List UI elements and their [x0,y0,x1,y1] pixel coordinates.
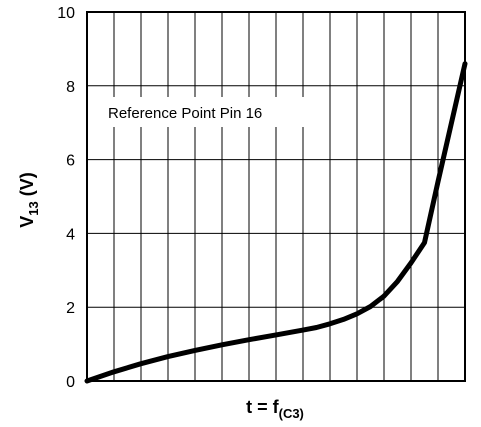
y-tick-label: 8 [66,79,75,96]
grid [87,12,465,381]
y-tick-label: 4 [66,226,75,243]
y-axis-label-rest: (V) [17,172,37,201]
plot-frame [86,11,466,382]
y-tick-label: 6 [66,153,75,170]
annotation-box: Reference Point Pin 16 [103,97,316,127]
x-axis-label-sub: (C3) [279,406,304,421]
y-axis-label: V13 (V) [17,172,41,227]
series-line [84,61,468,384]
x-axis-label-main: t = f [246,397,280,417]
x-axis-label: t = f(C3) [246,397,304,421]
y-tick-label: 2 [66,300,75,317]
y-tick-label: 10 [57,5,75,22]
y-axis-label-main: V [17,216,37,228]
y-axis-label-sub: 13 [26,201,41,215]
annotation-text: Reference Point Pin 16 [108,105,262,122]
y-tick-labels: 0 2 4 6 8 10 [57,5,75,391]
y-tick-label: 0 [66,374,75,391]
